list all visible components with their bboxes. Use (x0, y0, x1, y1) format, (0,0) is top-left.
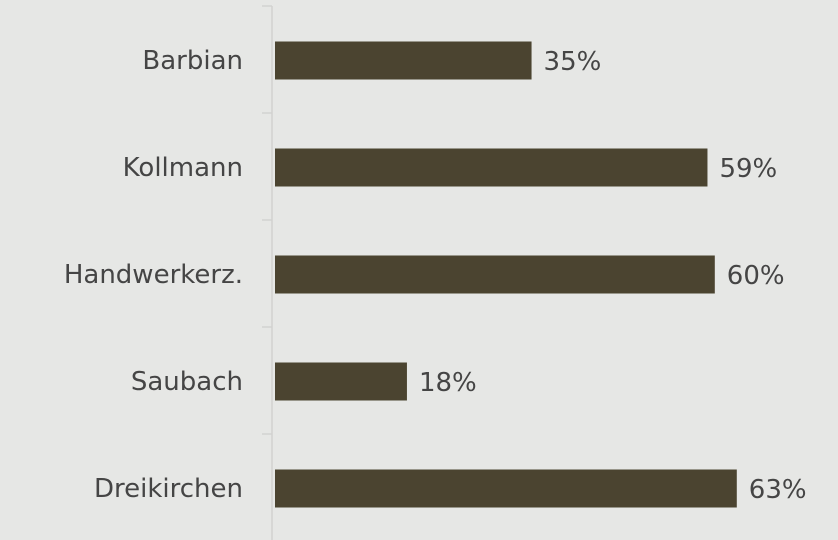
value-label: 59% (719, 154, 777, 184)
bar (275, 255, 715, 294)
category-label: Handwerkerz. (64, 260, 243, 290)
value-label: 35% (544, 47, 602, 77)
bar (275, 41, 532, 80)
category-label: Barbian (142, 46, 243, 76)
category-label: Saubach (131, 367, 243, 397)
category-label: Kollmann (123, 153, 243, 183)
value-label: 18% (419, 368, 477, 398)
bar (275, 148, 708, 187)
bar (275, 469, 737, 508)
category-label: Dreikirchen (94, 474, 243, 504)
value-label: 63% (749, 475, 807, 505)
bar (275, 362, 407, 401)
value-label: 60% (727, 261, 785, 291)
